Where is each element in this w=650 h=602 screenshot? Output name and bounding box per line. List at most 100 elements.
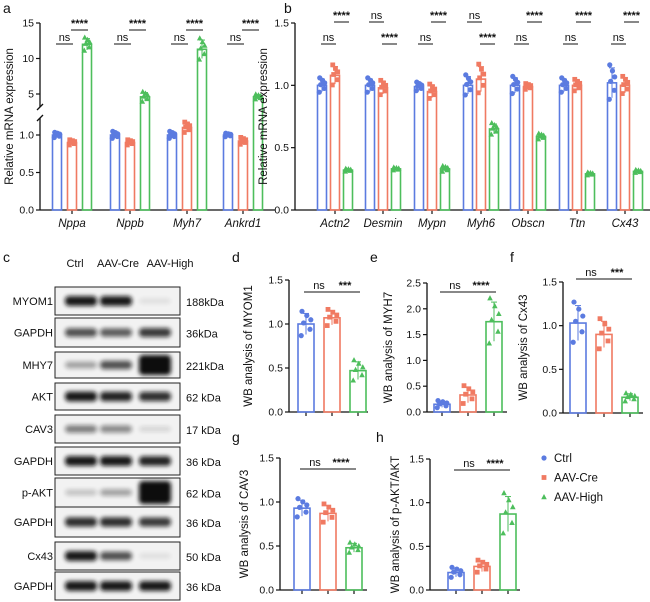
blot-row-gapdh: GAPDH 36 kDa (14, 571, 222, 601)
data-point (541, 455, 547, 461)
data-point (364, 89, 370, 95)
data-point (584, 169, 591, 175)
data-point (477, 563, 482, 569)
y-tick-label: 0.5 (19, 167, 34, 179)
blot-row-gapdh: GAPDH 36 kDa (14, 446, 222, 476)
data-point (182, 119, 188, 125)
blot-band (100, 328, 132, 337)
bar-group: Myh7 ns**** (166, 18, 208, 230)
y-tick-label: 0.5 (409, 541, 424, 553)
blot-band (65, 328, 97, 337)
data-point (573, 318, 579, 324)
data-point (449, 564, 455, 570)
data-point (304, 312, 310, 319)
data-point (125, 137, 131, 143)
blot-band (65, 425, 97, 433)
data-point (431, 92, 437, 98)
blot-band (65, 551, 97, 561)
protein-label: MHY7 (22, 360, 53, 372)
blot-band (139, 456, 171, 466)
bar-group: Cx43 ns **** (606, 10, 644, 230)
data-point (197, 45, 204, 51)
data-point (70, 138, 75, 144)
data-point (599, 330, 604, 336)
data-point (608, 78, 614, 84)
data-point (619, 91, 625, 96)
data-point (477, 75, 483, 81)
bar-group: Nppa ns**** (51, 18, 93, 230)
data-point (606, 326, 612, 332)
data-point (414, 79, 420, 85)
data-point (435, 397, 441, 404)
panel-letter-a: a (3, 0, 11, 16)
chart-b: 0.0 0.5 1.0 1.5 Relative mRNA expression Actn… (258, 10, 650, 230)
lane-label: Ctrl (66, 258, 83, 270)
data-point (238, 135, 244, 140)
blot-band (139, 581, 171, 591)
data-point (462, 92, 468, 98)
data-point (298, 333, 304, 339)
kda-label: 36 kDa (186, 582, 222, 594)
legend-label: Ctrl (554, 453, 572, 465)
bar-group: ns *** (297, 280, 367, 416)
blot-row-mhy7: MHY7 221kDa (22, 351, 225, 379)
kda-label: 62 kDa (186, 393, 222, 405)
data-point (348, 544, 355, 550)
data-point (457, 572, 463, 578)
bar-aav-high (390, 168, 402, 211)
y-tick-label: 1.0 (274, 80, 289, 92)
significance-label: ns (174, 32, 186, 44)
category-label: Cx43 (612, 218, 639, 230)
significance-label: ns (59, 32, 71, 44)
blot-row-gapdh: GAPDH 36kDa (14, 317, 219, 348)
data-point (448, 574, 454, 580)
data-point (579, 329, 585, 335)
data-point (461, 383, 467, 389)
chart-h: 0.0 0.5 1.0 1.5 WB analysis of p-AKT/AKT ns **… (390, 454, 520, 597)
data-point (52, 129, 58, 135)
y-tick-label: 10 (22, 53, 34, 65)
y-axis-label: WB analysis of CAV3 (239, 470, 251, 578)
legend-label: AAV-High (554, 492, 603, 504)
y-tick-label: 0.0 (409, 585, 424, 597)
data-point (351, 357, 357, 363)
blot-band (100, 296, 132, 306)
data-point (480, 559, 486, 565)
blot-band (100, 425, 132, 433)
bar-group: Myh6 ns **** (462, 10, 500, 230)
panel-letter-f: f (510, 249, 514, 265)
data-point (493, 128, 500, 134)
data-point (297, 504, 303, 510)
y-tick-label: 1.0 (268, 319, 283, 331)
data-point (352, 541, 358, 547)
y-axis-label: WB analysis of Cx43 (518, 294, 530, 400)
category-label: Desmin (364, 218, 403, 230)
bar-ctrl (166, 134, 178, 211)
data-point (329, 82, 335, 88)
blot-band (100, 391, 132, 402)
protein-label: GAPDH (14, 517, 53, 529)
data-point (439, 168, 446, 174)
kda-label: 17 kDa (186, 425, 222, 437)
y-tick-label: 1.0 (19, 130, 34, 142)
blot-band (65, 489, 97, 496)
data-point (571, 299, 577, 305)
chart-d: 0.0 0.5 1.0 1.5 WB analysis of MYOM1 ns *** (243, 275, 368, 419)
significance-label: **** (430, 10, 448, 22)
data-point (82, 40, 89, 46)
data-point (509, 519, 515, 525)
bar-group: Actn2 ns **** (316, 10, 354, 230)
panel-letter-h: h (376, 429, 384, 445)
panel-letter-e: e (370, 249, 378, 265)
data-point (476, 61, 482, 67)
kda-label: 188kDa (186, 297, 225, 309)
data-point (356, 543, 362, 549)
data-point (430, 84, 435, 89)
bar-group: Ttn ns **** (558, 10, 596, 230)
y-tick-label: 1.5 (409, 454, 424, 466)
data-point (139, 88, 146, 94)
significance-label: ns (463, 458, 475, 470)
data-point (492, 303, 498, 309)
data-point (632, 392, 638, 399)
data-point (330, 62, 336, 68)
